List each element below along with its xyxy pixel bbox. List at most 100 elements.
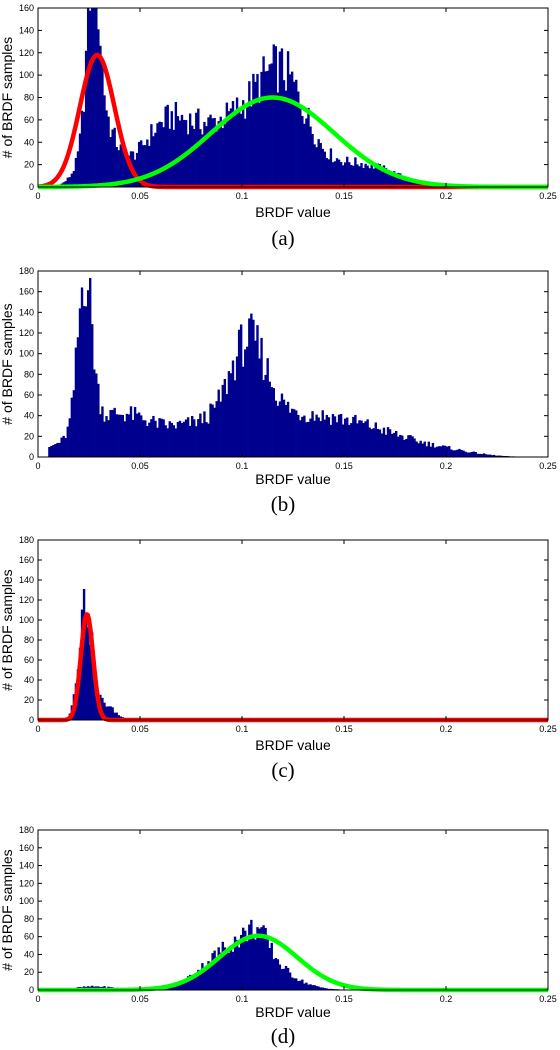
histogram-bar xyxy=(152,136,155,187)
histogram-bar xyxy=(233,115,237,187)
histogram-bar xyxy=(446,446,449,457)
histogram-bar xyxy=(78,308,82,457)
histogram-bar xyxy=(474,451,477,457)
histogram-bar xyxy=(105,706,108,720)
histogram-bar xyxy=(478,453,482,457)
histogram-bar xyxy=(156,123,159,187)
histogram-bar xyxy=(72,171,76,187)
y-axis-label: # of BRDF samples xyxy=(0,569,15,690)
histogram-bar xyxy=(256,74,259,187)
y-tick-label: 0 xyxy=(29,182,34,192)
histogram-bar xyxy=(352,416,355,457)
histogram-bar xyxy=(91,632,94,720)
histogram-bar xyxy=(221,128,224,187)
histogram-bar xyxy=(319,987,322,990)
histogram-bar xyxy=(219,952,222,990)
histogram-bar xyxy=(237,108,241,187)
histogram-bar xyxy=(280,969,284,990)
histogram-bar xyxy=(225,949,229,990)
histogram-bar xyxy=(450,449,453,457)
histogram-bar xyxy=(278,401,282,457)
histogram-bar xyxy=(456,449,459,457)
histogram-bar xyxy=(229,108,233,187)
histogram-bar xyxy=(290,408,294,457)
histogram-bar xyxy=(101,62,104,187)
histogram-bar xyxy=(91,8,94,187)
histogram-bar xyxy=(295,978,298,990)
histogram-bar xyxy=(488,454,492,457)
histogram-bar xyxy=(56,442,59,457)
histogram-bar xyxy=(333,416,337,457)
histogram-bar xyxy=(162,127,165,187)
histogram-bar xyxy=(401,435,404,457)
histogram-bar xyxy=(490,455,494,457)
histogram-bar xyxy=(319,142,322,187)
histogram-bar xyxy=(335,422,339,457)
histogram-bar xyxy=(329,148,333,187)
histogram-bar xyxy=(315,147,318,187)
histogram-bar xyxy=(188,425,192,457)
histogram-bar xyxy=(82,111,86,187)
histogram-bar xyxy=(399,173,402,187)
x-tick-label: 0.25 xyxy=(539,724,557,734)
histogram-bar xyxy=(180,980,184,990)
histogram-bar xyxy=(248,81,251,187)
histogram-bar xyxy=(297,981,300,990)
histogram-bar xyxy=(217,121,220,187)
histogram-bar xyxy=(329,424,333,457)
histogram-bar xyxy=(293,978,296,990)
histogram-bar xyxy=(109,706,112,720)
histogram-bar xyxy=(288,74,292,187)
histogram-bar xyxy=(258,928,261,990)
histogram-bar xyxy=(452,450,455,457)
histogram-bar xyxy=(215,131,218,187)
histogram-bar xyxy=(392,432,396,457)
histogram-bar xyxy=(252,319,255,457)
histogram-bar xyxy=(319,421,322,457)
y-tick-label: 60 xyxy=(24,115,34,125)
histogram-bar xyxy=(154,420,157,457)
histogram-bar xyxy=(237,947,241,990)
histogram-bar xyxy=(213,117,216,187)
histogram-bar xyxy=(454,450,457,457)
histogram-bar xyxy=(352,165,355,187)
y-tick-label: 140 xyxy=(19,861,34,871)
histogram-bar xyxy=(217,947,220,990)
histogram-bar xyxy=(297,414,300,457)
histogram-bar xyxy=(284,90,288,187)
histogram-bar xyxy=(203,121,206,187)
histogram-bar xyxy=(492,454,496,457)
histogram-bar xyxy=(313,420,316,457)
histogram-bar xyxy=(331,414,335,457)
histogram-bar xyxy=(307,421,310,457)
histogram-bar xyxy=(239,934,243,990)
chart-panel-1: 0 0.05 0.1 0.15 0.2 0.25 0 20 40 60 80 100 120 140 160… xyxy=(0,3,557,250)
histogram-bar xyxy=(121,415,125,457)
histogram-bar xyxy=(327,988,331,990)
histogram-bar xyxy=(203,411,206,457)
histogram-bar xyxy=(182,421,186,457)
histogram-bar xyxy=(303,415,306,457)
x-tick-label: 0.15 xyxy=(335,461,353,471)
histogram-bar xyxy=(105,416,108,457)
histogram-bar xyxy=(311,985,314,990)
histogram-bar xyxy=(223,378,227,457)
histogram-bar xyxy=(409,180,412,187)
histogram-bar xyxy=(86,8,90,187)
histogram-bar xyxy=(321,148,324,187)
y-tick-label: 140 xyxy=(19,25,34,35)
chart-panel-2: 0 0.05 0.1 0.15 0.2 0.25 0 20 40 60 80 100 120 140 160… xyxy=(0,266,557,516)
y-tick-label: 120 xyxy=(19,595,34,605)
histogram-bar xyxy=(111,129,114,187)
histogram-bar xyxy=(413,438,416,457)
histogram-bar xyxy=(217,389,220,457)
histogram-bar xyxy=(89,644,92,720)
histogram-bar xyxy=(494,455,498,457)
histogram-bar xyxy=(280,393,284,457)
histogram-bar xyxy=(135,152,139,187)
y-tick-label: 180 xyxy=(19,266,34,276)
histogram-bar xyxy=(197,108,200,187)
x-tick-label: 0.1 xyxy=(236,461,249,471)
histogram-bar xyxy=(231,951,235,990)
histogram-bar xyxy=(176,422,180,457)
